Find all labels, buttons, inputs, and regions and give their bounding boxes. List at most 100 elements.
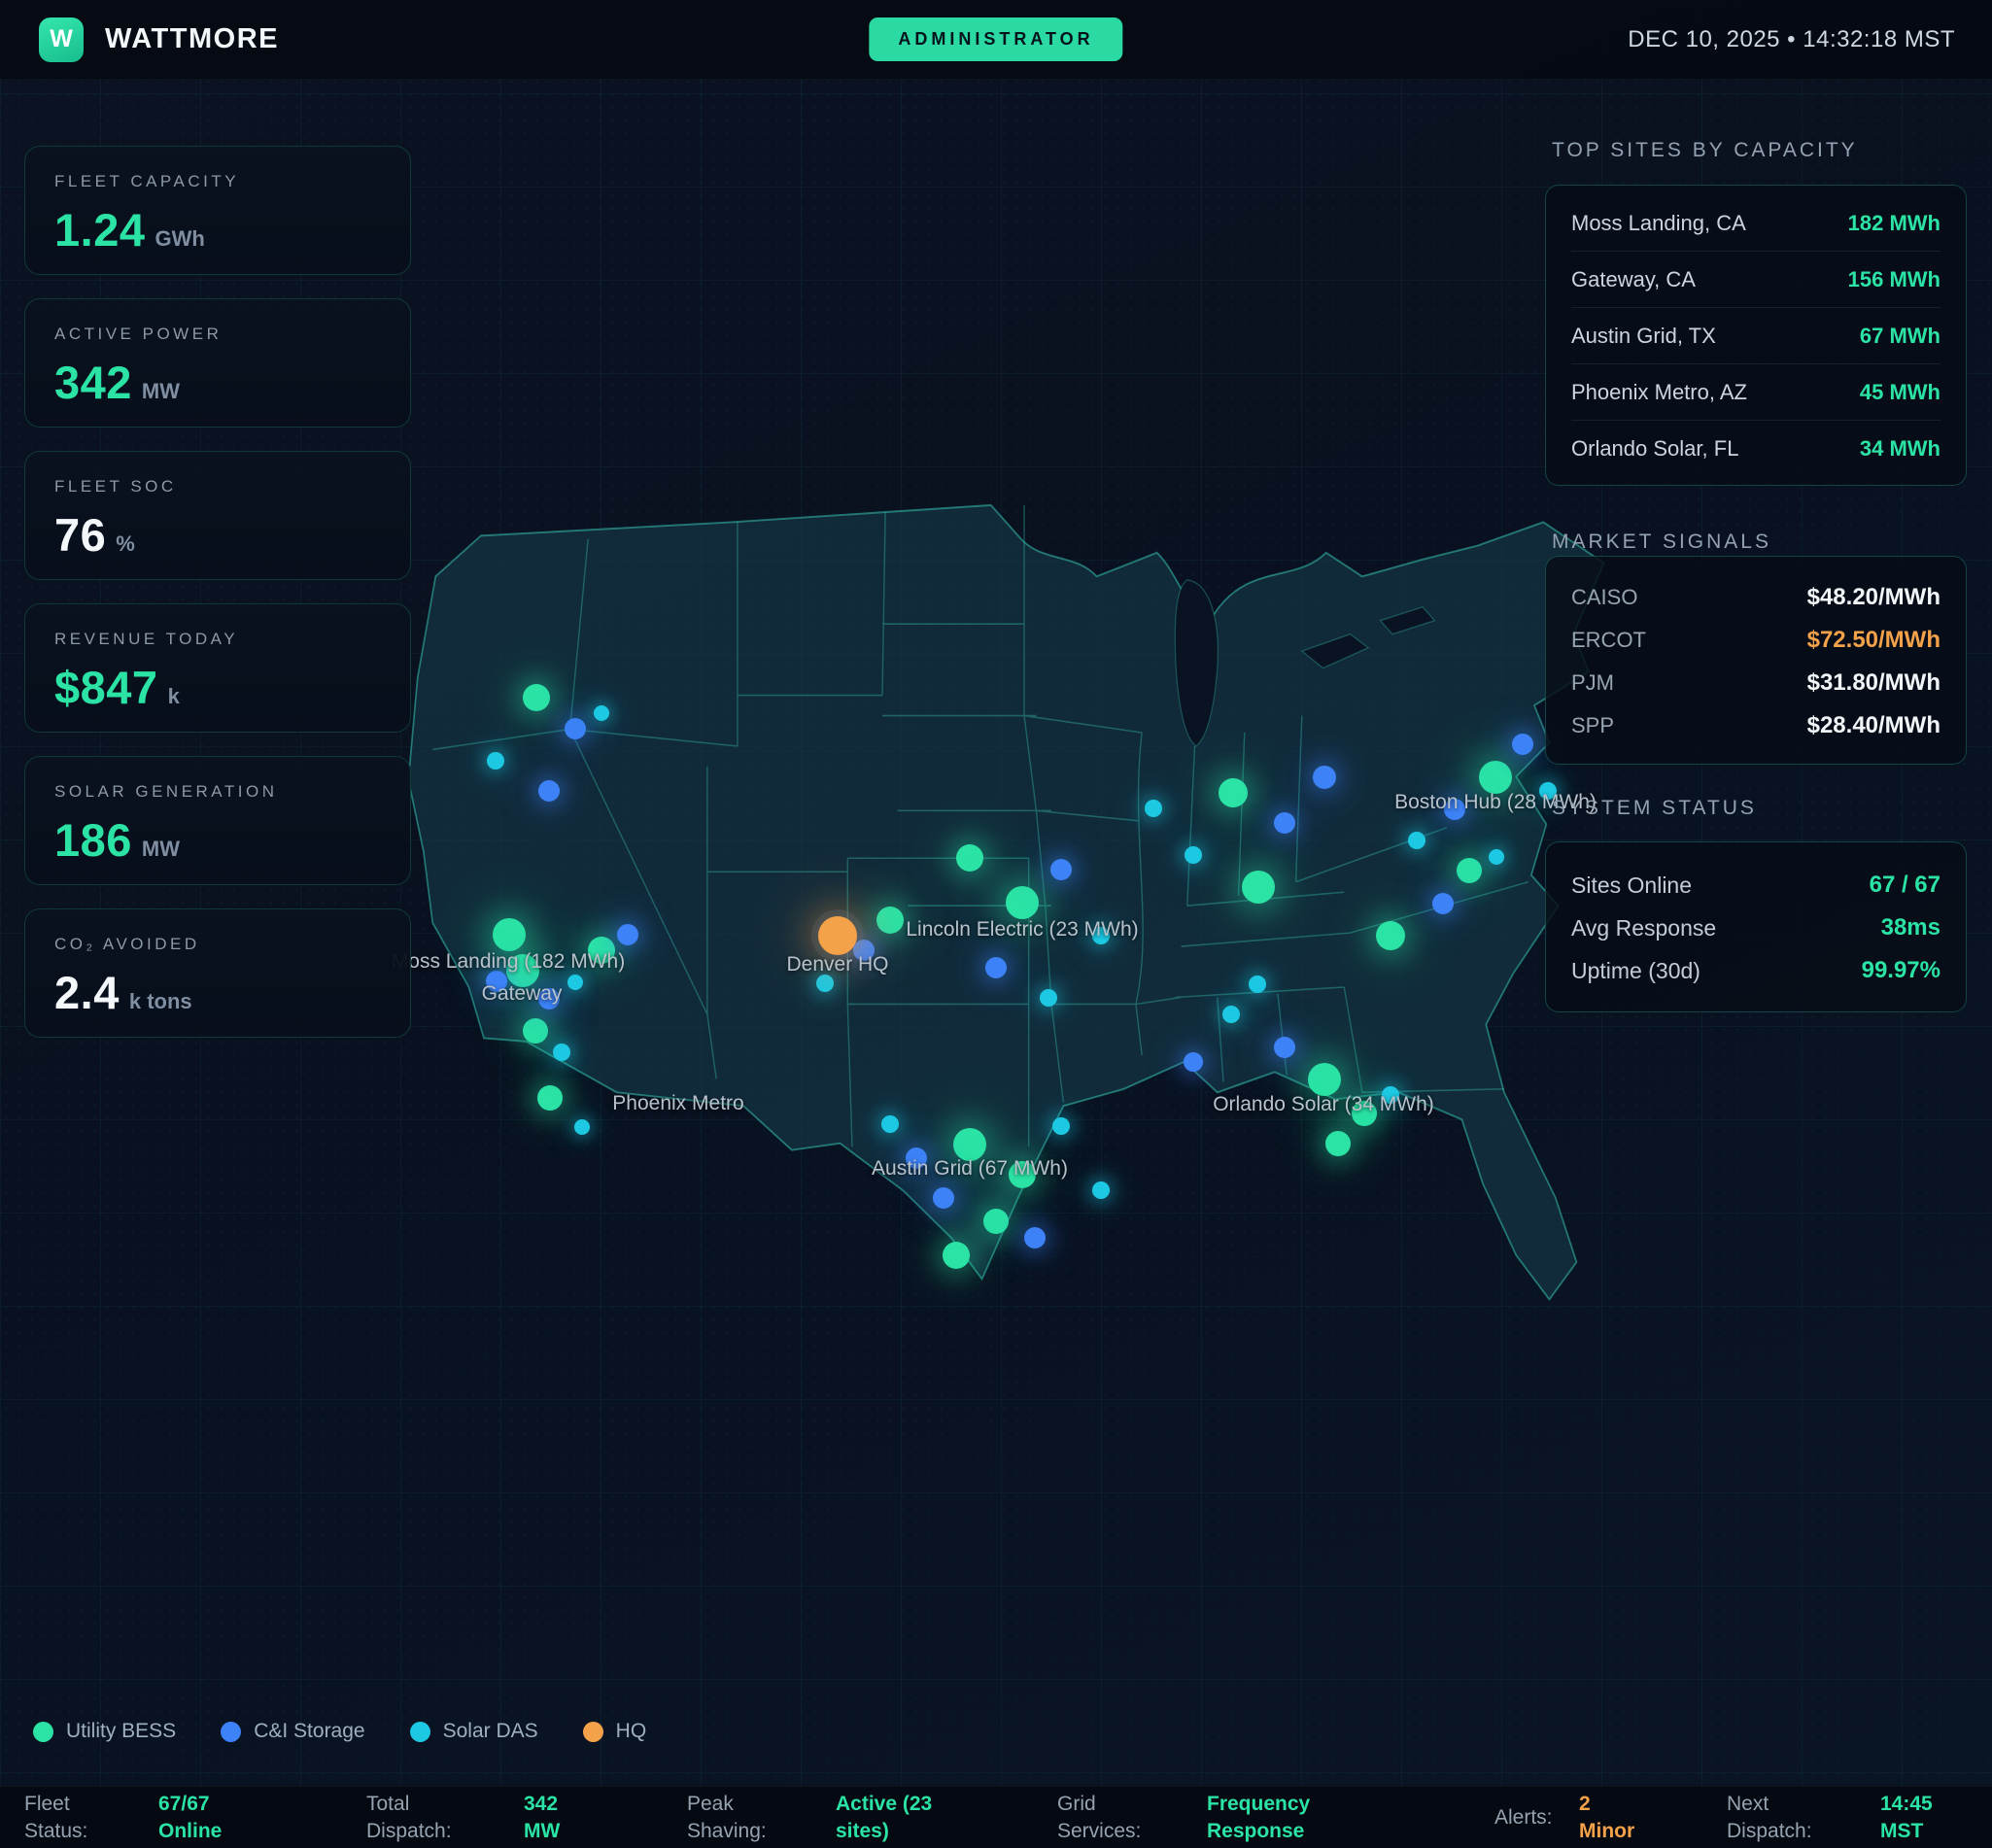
legend-label: HQ [615,1720,647,1742]
market-signals-panel: CAISO $48.20/MWh ERCOT $72.50/MWh PJM $31.80/… [1545,556,1967,765]
site-dot-ci[interactable] [565,718,586,739]
kpi-unit: GWh [155,226,205,251]
site-dot-solar[interactable] [1539,782,1557,800]
site-dot-solar[interactable] [1249,975,1266,993]
site-dot-utility[interactable] [1376,921,1405,950]
site-dot-solar[interactable] [1040,989,1057,1007]
statusbar-item: Grid Services: Frequency Response [1057,1787,1310,1848]
site-dot-solar[interactable] [1092,927,1110,944]
site-dot-solar[interactable] [567,975,583,990]
site-dot-solar[interactable] [1489,849,1504,865]
legend-item-solar[interactable]: Solar DAS [409,1720,538,1743]
utility-legend-dot-icon [33,1721,53,1742]
legend-item-ci[interactable]: C&I Storage [221,1720,365,1743]
site-dot-utility[interactable] [1479,761,1512,794]
kpi-value: 76 [54,509,107,561]
top-site-row[interactable]: Austin Grid, TX 67 MWh [1571,308,1940,364]
kpi-value: $847 [54,662,158,713]
site-dot-solar[interactable] [574,1119,590,1135]
top-site-row[interactable]: Gateway, CA 156 MWh [1571,252,1940,308]
kpi-value: 2.4 [54,967,120,1018]
site-dot-utility[interactable] [1457,858,1482,883]
site-dot-utility[interactable] [953,1128,986,1161]
site-dot-utility[interactable] [1006,886,1039,919]
site-dot-utility[interactable] [956,844,983,872]
kpi-value-row: 342 MW [54,356,410,409]
top-site-row[interactable]: Moss Landing, CA 182 MWh [1571,195,1940,252]
top-site-row[interactable]: Orlando Solar, FL 34 MWh [1571,421,1940,477]
site-dot-utility[interactable] [1242,871,1275,904]
site-dot-ci[interactable] [1432,893,1454,914]
site-dot-utility[interactable] [1219,778,1248,807]
site-dot-utility[interactable] [1308,1063,1341,1096]
system-status-row: Uptime (30d) 99.97% [1571,949,1940,992]
site-dot-utility[interactable] [1325,1131,1351,1156]
site-dot-ci[interactable] [538,780,560,802]
site-dot-solar[interactable] [594,705,609,721]
site-dot-ci[interactable] [853,940,875,961]
site-dot-utility[interactable] [876,907,904,934]
legend-item-hq[interactable]: HQ [582,1720,647,1743]
site-dot-utility[interactable] [1352,1101,1377,1126]
site-dot-solar[interactable] [1408,832,1425,849]
kpi-value-row: 1.24 GWh [54,203,410,257]
kpi-label: FLEET SOC [54,477,177,496]
site-dot-utility[interactable] [588,937,615,964]
site-name: Phoenix Metro, AZ [1571,379,1747,404]
statusbar-label: Alerts: [1494,1806,1553,1830]
site-dot-utility[interactable] [523,684,550,711]
site-dot-ci[interactable] [538,988,560,1010]
market-signal-row: CAISO $48.20/MWh [1571,576,1940,619]
statusbar-item: Total Dispatch: 342 MW [366,1787,560,1848]
site-dot-ci[interactable] [933,1187,954,1209]
status-label: Sites Online [1571,872,1693,898]
site-dot-solar[interactable] [1382,1086,1399,1104]
site-dot-ci[interactable] [1024,1227,1046,1249]
site-dot-utility[interactable] [523,1018,548,1044]
site-dot-ci[interactable] [486,971,507,992]
brand-title: WATTMORE [105,23,279,54]
site-dot-utility[interactable] [506,954,539,987]
system-status-panel: Sites Online 67 / 67 Avg Response 38ms Uptim… [1545,841,1967,1012]
top-sites-panel: Moss Landing, CA 182 MWh Gateway, CA 156 MW… [1545,185,1967,486]
site-dot-utility[interactable] [1009,1161,1036,1188]
site-dot-utility[interactable] [943,1242,970,1269]
site-dot-ci[interactable] [1512,734,1533,755]
site-dot-ci[interactable] [1313,766,1336,789]
site-dot-solar[interactable] [1145,800,1162,817]
site-dot-solar[interactable] [881,1115,899,1133]
site-dot-solar[interactable] [1222,1006,1240,1023]
site-dot-ci[interactable] [1274,1037,1295,1058]
site-dot-utility[interactable] [537,1085,563,1111]
site-capacity: 182 MWh [1847,210,1940,235]
kpi-unit: MW [141,379,181,403]
site-dot-ci[interactable] [617,924,638,945]
kpi-value: 1.24 [54,204,146,256]
site-dot-ci[interactable] [1444,799,1465,820]
site-dot-hq[interactable] [818,916,857,955]
site-dot-ci[interactable] [1050,859,1072,880]
market-name: ERCOT [1571,628,1646,652]
site-name: Austin Grid, TX [1571,323,1716,348]
top-site-row[interactable]: Phoenix Metro, AZ 45 MWh [1571,364,1940,421]
legend-item-utility[interactable]: Utility BESS [33,1720,176,1743]
site-dot-utility[interactable] [493,918,526,951]
site-dot-solar[interactable] [816,975,834,992]
site-dot-ci[interactable] [1184,1052,1203,1072]
top-sites-title: TOP SITES BY CAPACITY [1552,139,1858,161]
map-site-label: Phoenix Metro [612,1092,744,1114]
kpi-value: 342 [54,357,132,408]
site-dot-solar[interactable] [553,1044,570,1061]
site-dot-utility[interactable] [983,1209,1009,1234]
system-status-row: Avg Response 38ms [1571,907,1940,949]
site-dot-solar[interactable] [1092,1181,1110,1199]
site-dot-ci[interactable] [1274,812,1295,834]
site-dot-solar[interactable] [1185,846,1202,864]
legend-label: Utility BESS [66,1720,177,1742]
site-dot-ci[interactable] [985,957,1007,978]
site-dot-ci[interactable] [906,1147,927,1169]
site-dot-solar[interactable] [1052,1117,1070,1135]
site-dot-solar[interactable] [487,752,504,770]
site-name: Orlando Solar, FL [1571,436,1739,461]
site-name: Gateway, CA [1571,266,1696,291]
